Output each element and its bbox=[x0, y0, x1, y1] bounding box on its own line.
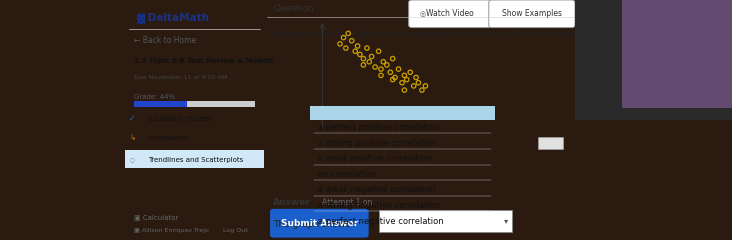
Point bbox=[386, 78, 398, 82]
Point bbox=[389, 76, 401, 79]
FancyBboxPatch shape bbox=[270, 209, 369, 238]
Text: 2.3 Topic 6-8 Test Review & Models: 2.3 Topic 6-8 Test Review & Models bbox=[134, 58, 274, 64]
Text: a weak negative correlation: a weak negative correlation bbox=[318, 186, 435, 194]
Point bbox=[384, 70, 396, 74]
Point bbox=[369, 65, 381, 69]
Text: Answer: Answer bbox=[273, 198, 311, 207]
Text: ▣ Calculator: ▣ Calculator bbox=[134, 214, 178, 220]
Text: ○: ○ bbox=[130, 157, 134, 162]
Text: ↳: ↳ bbox=[130, 133, 135, 143]
Text: ← Back to Home: ← Back to Home bbox=[134, 36, 195, 45]
Text: Attempt 1 on: Attempt 1 on bbox=[322, 198, 373, 207]
Bar bbox=[134, 101, 187, 107]
Point bbox=[404, 70, 416, 74]
Point bbox=[413, 81, 425, 85]
Text: a weak positive correlation: a weak positive correlation bbox=[318, 154, 431, 163]
Text: ▓ DeltaMath: ▓ DeltaMath bbox=[136, 12, 209, 23]
Text: Equations of Lines: Equations of Lines bbox=[148, 116, 212, 122]
Point bbox=[398, 88, 410, 92]
Point bbox=[416, 88, 427, 92]
Text: The graph shows: The graph shows bbox=[273, 220, 350, 228]
Point bbox=[346, 39, 357, 43]
Bar bbox=[134, 101, 255, 107]
FancyBboxPatch shape bbox=[408, 0, 492, 28]
Text: Due November 11 at 9:05 AM ,: Due November 11 at 9:05 AM , bbox=[134, 74, 231, 79]
Point bbox=[361, 46, 373, 50]
Text: Watch Video: Watch Video bbox=[426, 9, 474, 18]
Point bbox=[351, 44, 363, 48]
FancyBboxPatch shape bbox=[379, 210, 512, 232]
Point bbox=[366, 54, 378, 58]
Text: no correlation: no correlation bbox=[318, 170, 376, 179]
Point bbox=[378, 60, 389, 64]
Text: ✓: ✓ bbox=[130, 114, 135, 123]
Point bbox=[401, 78, 413, 82]
Point bbox=[343, 31, 354, 35]
Point bbox=[408, 84, 419, 88]
Text: a strong positive correlation: a strong positive correlation bbox=[318, 139, 436, 148]
Point bbox=[396, 81, 408, 85]
Point bbox=[354, 53, 366, 56]
Text: Determine the type of correlation represented in the scatter plot below.: Determine the type of correlation repres… bbox=[273, 30, 576, 39]
Text: Inequalities: Inequalities bbox=[148, 135, 189, 141]
Point bbox=[373, 49, 384, 53]
Point bbox=[381, 63, 392, 67]
Text: Submit Answer: Submit Answer bbox=[281, 219, 358, 228]
Bar bbox=[575, 0, 732, 120]
Point bbox=[398, 73, 410, 77]
Bar bbox=[310, 106, 495, 120]
Point bbox=[337, 36, 349, 40]
Text: Show Examples: Show Examples bbox=[502, 9, 562, 18]
Point bbox=[357, 63, 369, 67]
Point bbox=[357, 57, 369, 60]
Point bbox=[419, 84, 431, 88]
Point bbox=[410, 76, 422, 79]
FancyBboxPatch shape bbox=[489, 0, 575, 28]
Text: Question: Question bbox=[273, 4, 313, 13]
Point bbox=[363, 60, 375, 64]
Point bbox=[349, 49, 361, 53]
Text: Grade: 44%: Grade: 44% bbox=[134, 94, 175, 100]
Point bbox=[334, 42, 346, 46]
Text: a strong negative correlation: a strong negative correlation bbox=[318, 201, 440, 210]
Bar bbox=[622, 0, 732, 108]
Text: Log Out: Log Out bbox=[223, 228, 247, 233]
Text: a perfect negative correlation: a perfect negative correlation bbox=[318, 217, 443, 226]
Point bbox=[392, 67, 404, 71]
Point bbox=[375, 67, 386, 71]
Text: ◎: ◎ bbox=[419, 11, 425, 17]
Bar bbox=[538, 137, 563, 149]
Point bbox=[340, 46, 351, 50]
Bar bbox=[125, 150, 264, 168]
Text: ▣ Allison Enriquez Trejo: ▣ Allison Enriquez Trejo bbox=[134, 228, 209, 233]
Text: a perfect positive correlation: a perfect positive correlation bbox=[318, 123, 439, 132]
Point bbox=[386, 57, 398, 60]
Text: Trendlines and Scatterplots: Trendlines and Scatterplots bbox=[148, 156, 243, 163]
Point bbox=[375, 73, 386, 77]
Text: ▾: ▾ bbox=[504, 216, 509, 225]
